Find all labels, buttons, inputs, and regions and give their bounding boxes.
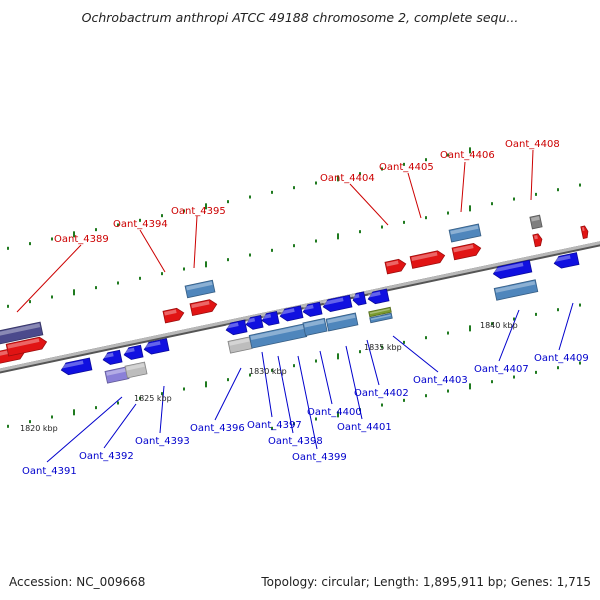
reverse-gene	[302, 317, 328, 337]
reverse-gene	[143, 338, 170, 355]
leader-line	[498, 309, 520, 362]
gene-label: Oant_4400	[307, 407, 362, 418]
leader-line	[530, 149, 534, 201]
reverse-gene	[493, 279, 539, 301]
forward-gene	[451, 243, 482, 261]
forward-gene	[529, 214, 543, 230]
gene-label: Oant_4392	[79, 451, 134, 462]
leader-line	[46, 396, 123, 463]
map-title: Ochrobactrum anthropi ATCC 49188 chromos…	[81, 10, 519, 25]
forward-gene	[580, 225, 589, 239]
gene-label: Oant_4394	[113, 219, 168, 230]
scale-label: 1820 kbp	[20, 424, 58, 433]
gene-label: Oant_4391	[22, 466, 77, 477]
leader-line	[392, 335, 439, 373]
forward-gene	[5, 336, 48, 357]
reverse-gene	[553, 252, 580, 269]
reverse-gene	[367, 288, 390, 305]
reverse-gene	[245, 314, 264, 330]
reverse-gene	[104, 366, 130, 384]
forward-gene	[409, 250, 446, 269]
leader-line	[261, 351, 273, 418]
scale-labels: 1820 kbp 1825 kbp 1830 kbp 1835 kbp 1840 kbp	[20, 321, 518, 433]
forward-gene	[0, 321, 44, 345]
reverse-gene	[369, 312, 393, 324]
topology-text: Topology: circular; Length: 1,895,911 bp…	[261, 575, 591, 589]
reverse-gene	[492, 259, 533, 279]
reverse-gene	[124, 361, 148, 379]
leader-line	[558, 302, 574, 351]
forward-gene	[162, 307, 185, 324]
leader-line	[214, 367, 242, 421]
forward-gene	[184, 279, 216, 299]
leader-line	[159, 385, 165, 434]
reverse-gene	[368, 306, 392, 318]
gene-label: Oant_4403	[413, 375, 468, 386]
forward-gene	[189, 299, 218, 317]
reverse-gene	[123, 344, 144, 360]
reverse-gene	[352, 291, 367, 306]
leader-line	[366, 339, 380, 386]
leader-line	[103, 403, 137, 449]
gene-label: Oant_4395	[171, 206, 226, 217]
scale-label: 1840 kbp	[480, 321, 518, 330]
grid-dots	[7, 153, 581, 430]
reverse-gene	[322, 294, 353, 312]
scale-label: 1830 kbp	[249, 367, 287, 376]
leader-line	[16, 244, 82, 313]
scale-label: 1835 kbp	[364, 343, 402, 352]
reverse-gene	[60, 357, 93, 376]
gene-label: Oant_4401	[337, 422, 392, 433]
gene-label: Oant_4408	[505, 139, 560, 150]
gene-label: Oant_4409	[534, 353, 589, 364]
leader-lines	[16, 149, 574, 463]
leader-line	[407, 172, 422, 219]
reverse-gene	[227, 336, 253, 354]
gene-label: Oant_4404	[320, 173, 375, 184]
gene-label: Oant_4402	[354, 388, 409, 399]
gene-label: Oant_4393	[135, 436, 190, 447]
gene-label: Oant_4397	[247, 420, 302, 431]
leader-line	[319, 350, 333, 405]
gene-label: Oant_4389	[54, 234, 109, 245]
forward-gene	[384, 258, 407, 275]
leader-line	[297, 355, 318, 450]
reverse-gene	[302, 301, 323, 317]
forward-gene	[448, 223, 482, 243]
reverse-gene	[248, 323, 308, 349]
leader-line	[460, 161, 466, 213]
accession-text: Accession: NC_009668	[9, 575, 146, 589]
gene-label: Oant_4399	[292, 452, 347, 463]
gene-label: Oant_4406	[440, 150, 495, 161]
leader-line	[193, 215, 198, 269]
gene-label: Oant_4398	[268, 436, 323, 447]
leader-line	[349, 183, 389, 226]
gene-label: Oant_4405	[379, 162, 434, 173]
gene-label: Oant_4407	[474, 364, 529, 375]
leader-line	[277, 355, 294, 434]
reverse-gene	[261, 310, 280, 326]
scale-label: 1825 kbp	[134, 394, 172, 403]
reverse-gene	[102, 349, 123, 365]
leader-line	[139, 229, 166, 273]
major-ticks	[73, 147, 471, 418]
gene-label: Oant_4396	[190, 423, 245, 434]
reverse-gene	[225, 319, 248, 336]
reverse-gene	[325, 312, 359, 332]
reverse-gene	[279, 305, 304, 322]
forward-gene	[532, 233, 543, 248]
leader-line	[345, 345, 363, 420]
genes	[0, 214, 589, 384]
